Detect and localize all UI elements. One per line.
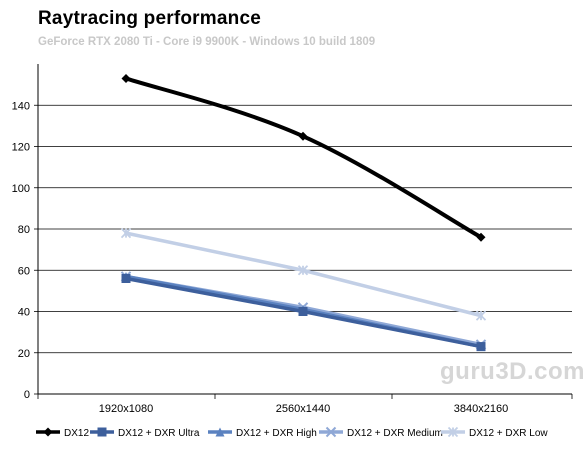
data-point	[447, 426, 459, 438]
legend-label: DX12 + DXR Medium	[347, 428, 443, 439]
watermark-logo: guru3D.com	[440, 358, 584, 385]
y-tick-label: 120	[12, 142, 30, 154]
y-tick-label: 80	[18, 224, 30, 236]
y-tick-label: 100	[12, 183, 30, 195]
data-point	[121, 274, 131, 283]
legend-item: DX12 + DXR Medium	[319, 426, 443, 439]
series-dx12-dxr-low	[120, 227, 487, 321]
data-point	[475, 310, 487, 321]
data-point	[297, 265, 309, 276]
data-point	[325, 426, 337, 438]
legend-label: DX12 + DXR Ultra	[118, 428, 200, 439]
x-tick-label: 1920x1080	[99, 403, 153, 415]
legend-label: DX12 + DXR Low	[469, 428, 548, 439]
data-point	[476, 232, 486, 242]
legend-item: DX12 + DXR Low	[441, 426, 548, 439]
x-tick-label: 2560x1440	[276, 403, 330, 415]
data-point	[298, 307, 308, 316]
chart-subtitle: GeForce RTX 2080 Ti - Core i9 9900K - Wi…	[38, 36, 376, 48]
x-tick-label: 3840x2160	[454, 403, 508, 415]
chart-title: Raytracing performance	[38, 8, 261, 29]
legend-item: DX12 + DXR High	[208, 427, 317, 439]
series-dx12-dxr-ultra	[121, 274, 486, 352]
legend-label: DX12 + DXR High	[236, 428, 317, 439]
x-tick-labels: 1920x1080 2560x1440 3840x2160	[99, 403, 508, 415]
axes	[34, 64, 573, 399]
y-tick-label: 60	[18, 265, 30, 277]
y-tick-label: 140	[12, 100, 30, 112]
y-tick-label: 40	[18, 307, 30, 319]
data-point	[43, 427, 53, 437]
data-point	[120, 227, 132, 239]
data-point	[476, 342, 486, 352]
y-tick-labels: 0 20 40 60 80 100 120 140	[12, 100, 30, 401]
series-lines	[120, 73, 487, 352]
data-point	[97, 427, 107, 437]
series-line	[124, 76, 483, 240]
legend: DX12 DX12 + DXR Ultra DX12 + DXR High DX12 …	[36, 426, 548, 439]
data-point	[215, 427, 225, 437]
data-point	[298, 131, 308, 141]
grid-lines	[38, 104, 572, 354]
y-tick-label: 0	[24, 389, 30, 401]
y-tick-label: 20	[18, 348, 30, 360]
legend-label: DX12	[64, 428, 89, 439]
data-point	[121, 73, 131, 83]
series-dx12	[121, 73, 486, 242]
legend-item: DX12	[36, 427, 89, 439]
legend-item: DX12 + DXR Ultra	[90, 427, 200, 439]
